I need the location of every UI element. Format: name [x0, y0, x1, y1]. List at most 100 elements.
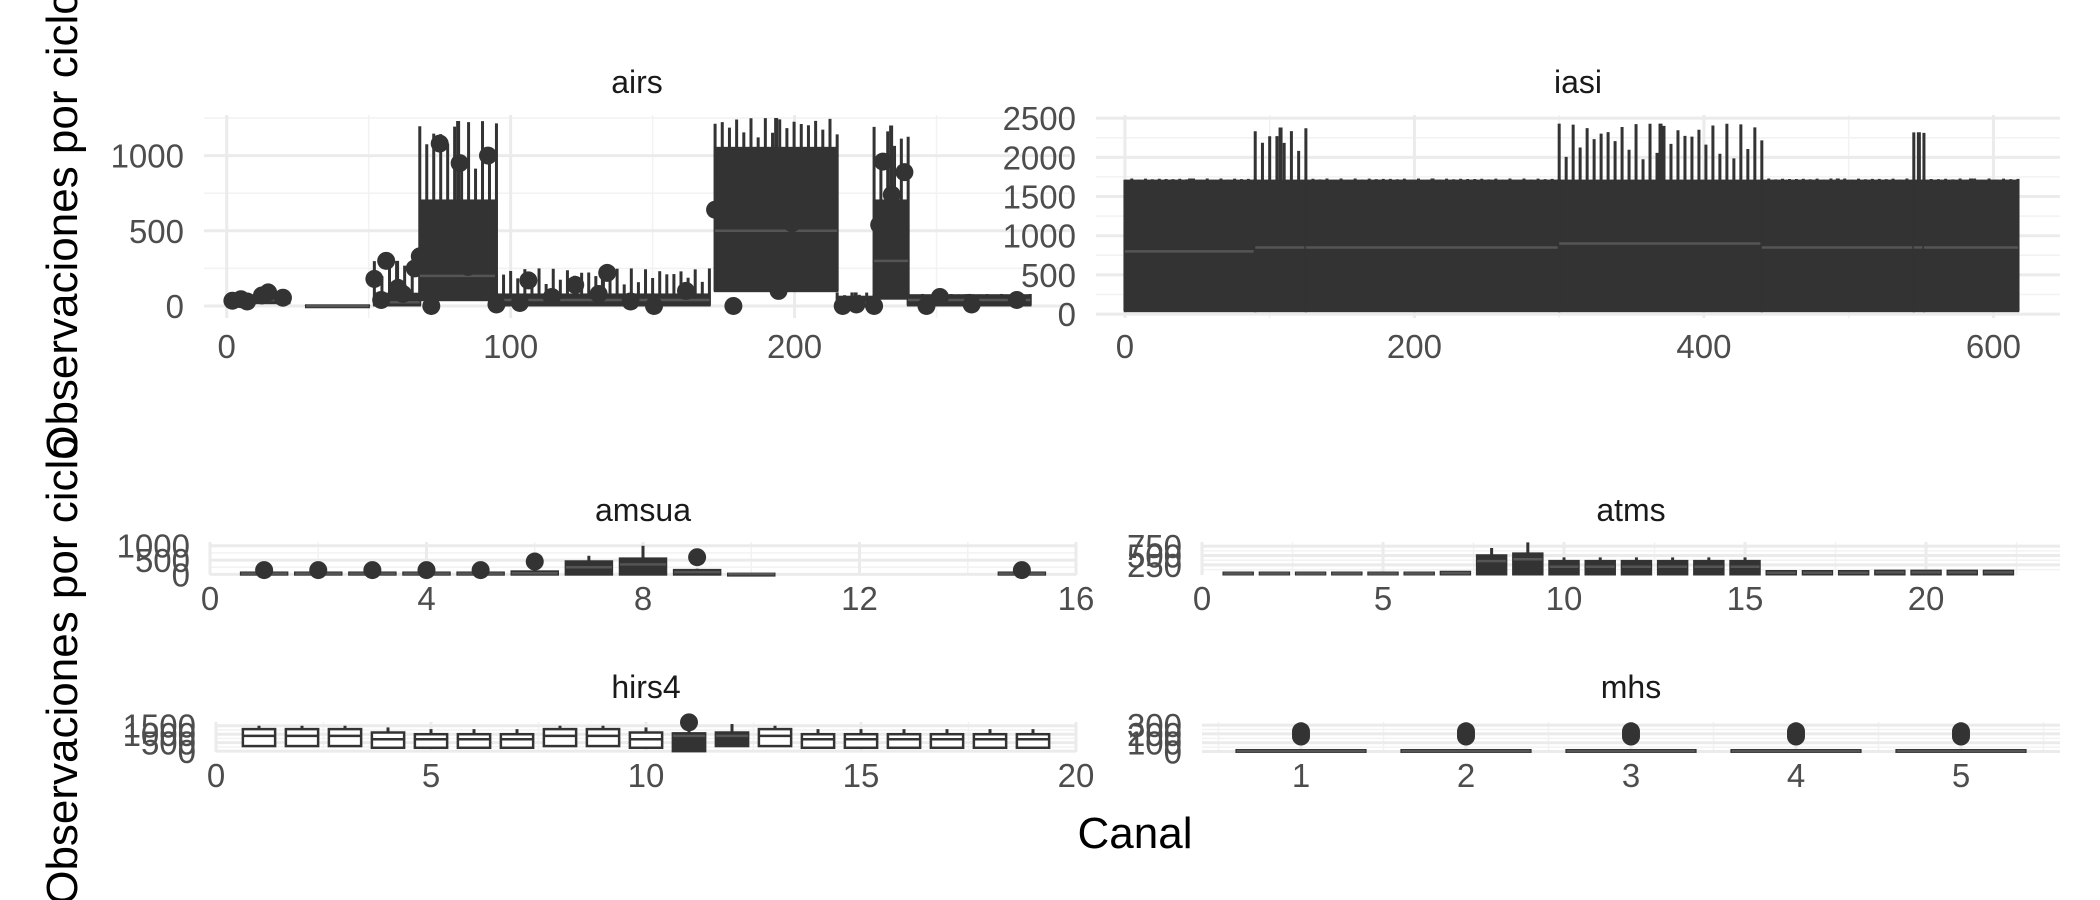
box-iqr — [1912, 179, 1926, 313]
box-mhs — [1730, 722, 1862, 753]
box-atms — [1331, 571, 1363, 576]
box-amsua — [293, 561, 343, 580]
x-tick-label: 16 — [1058, 580, 1095, 617]
outlier-point — [479, 146, 498, 165]
x-tick-label: 5 — [1374, 580, 1392, 617]
outlier-point — [882, 185, 901, 204]
outlier-point — [719, 176, 738, 195]
box-hirs4 — [370, 727, 406, 750]
outlier-point — [309, 561, 328, 580]
box-amsua — [726, 572, 776, 577]
box-iasi — [1123, 178, 1257, 313]
box-atms — [1982, 569, 2015, 576]
outlier-point — [962, 295, 981, 314]
panel-title-airs: airs — [611, 64, 663, 100]
outlier-point — [769, 281, 788, 300]
box-hirs4 — [456, 729, 492, 750]
box-mhs — [1895, 722, 2027, 753]
outlier-point — [1012, 561, 1031, 580]
y-tick-label: 0 — [166, 288, 184, 325]
outlier-point — [1952, 722, 1970, 741]
box-hirs4 — [671, 713, 707, 753]
x-tick-label: 20 — [1058, 757, 1095, 794]
outlier-point — [273, 288, 292, 307]
box-iqr — [1304, 179, 1561, 313]
box-hirs4 — [327, 725, 363, 748]
outlier-point — [724, 296, 743, 315]
box-iqr — [499, 732, 535, 750]
y-tick-label: 300 — [1127, 707, 1182, 744]
y-tick-label: 0 — [178, 733, 196, 770]
x-tick-label: 15 — [1727, 580, 1764, 617]
box-iqr — [284, 727, 320, 748]
box-iqr — [843, 732, 879, 750]
x-tick-label: 20 — [1908, 580, 1945, 617]
box-atms — [1693, 557, 1725, 576]
x-tick-label: 8 — [634, 580, 652, 617]
y-tick-label: 250 — [1127, 547, 1182, 584]
box-atms — [1403, 571, 1435, 576]
box-iqr — [713, 146, 839, 293]
y-tick-label: 500 — [129, 213, 184, 250]
box-airs — [410, 121, 498, 315]
y-tick-label: 500 — [1021, 257, 1076, 294]
y-tick-label: 500 — [141, 725, 196, 762]
outlier-point — [598, 263, 617, 282]
x-tick-label: 400 — [1676, 328, 1731, 365]
panel-title-amsua: amsua — [595, 492, 691, 528]
outlier-point — [621, 292, 640, 311]
box-iqr — [542, 727, 578, 748]
box-atms — [1765, 570, 1797, 576]
box-hirs4 — [413, 729, 449, 750]
box-iqr — [1922, 179, 2020, 313]
box-iqr — [618, 557, 668, 576]
y-tick-label: 0 — [1058, 296, 1076, 333]
box-iqr — [1123, 179, 1257, 313]
outlier-point — [510, 293, 529, 312]
box-airs — [304, 304, 371, 309]
x-tick-label: 5 — [422, 757, 440, 794]
box-airs — [223, 283, 292, 311]
box-amsua — [348, 561, 397, 580]
box-iqr — [800, 732, 836, 750]
outlier-point — [930, 287, 949, 306]
x-tick-label: 0 — [1193, 580, 1211, 617]
x-tick-label: 600 — [1966, 328, 2021, 365]
y-tick-label: 0 — [172, 556, 190, 593]
box-atms — [1584, 557, 1616, 576]
panel-title-hirs4: hirs4 — [611, 669, 680, 705]
box-hirs4 — [929, 729, 965, 750]
outlier-point — [439, 251, 458, 270]
box-atms — [1837, 570, 1870, 576]
outlier-point — [814, 266, 833, 285]
x-tick-label: 4 — [1787, 757, 1805, 794]
box-iqr — [456, 732, 492, 750]
y-tick-label: 1000 — [117, 528, 190, 565]
outlier-point — [676, 281, 695, 300]
box-iqr — [714, 731, 750, 748]
box-iqr — [1760, 179, 1916, 313]
outlier-point — [1457, 722, 1475, 741]
outlier-point — [417, 561, 436, 580]
outlier-point — [865, 296, 884, 315]
box-atms — [1258, 571, 1291, 576]
box-hirs4 — [1015, 729, 1051, 750]
outlier-point — [365, 269, 384, 288]
y-tick-label: 2500 — [1003, 100, 1076, 137]
x-tick-label: 5 — [1952, 757, 1970, 794]
box-hirs4 — [628, 727, 664, 750]
outlier-point — [737, 244, 756, 263]
x-tick-label: 200 — [767, 328, 822, 365]
x-tick-label: 4 — [417, 580, 435, 617]
outlier-point — [566, 275, 585, 294]
outlier-point — [1007, 290, 1026, 309]
outlier-point — [764, 191, 783, 210]
outlier-point — [873, 152, 892, 171]
box-hirs4 — [499, 729, 535, 750]
y-tick-label: 500 — [1127, 538, 1182, 575]
box-iqr — [585, 727, 621, 748]
box-iqr — [1557, 179, 1764, 313]
x-tick-label: 15 — [843, 757, 880, 794]
